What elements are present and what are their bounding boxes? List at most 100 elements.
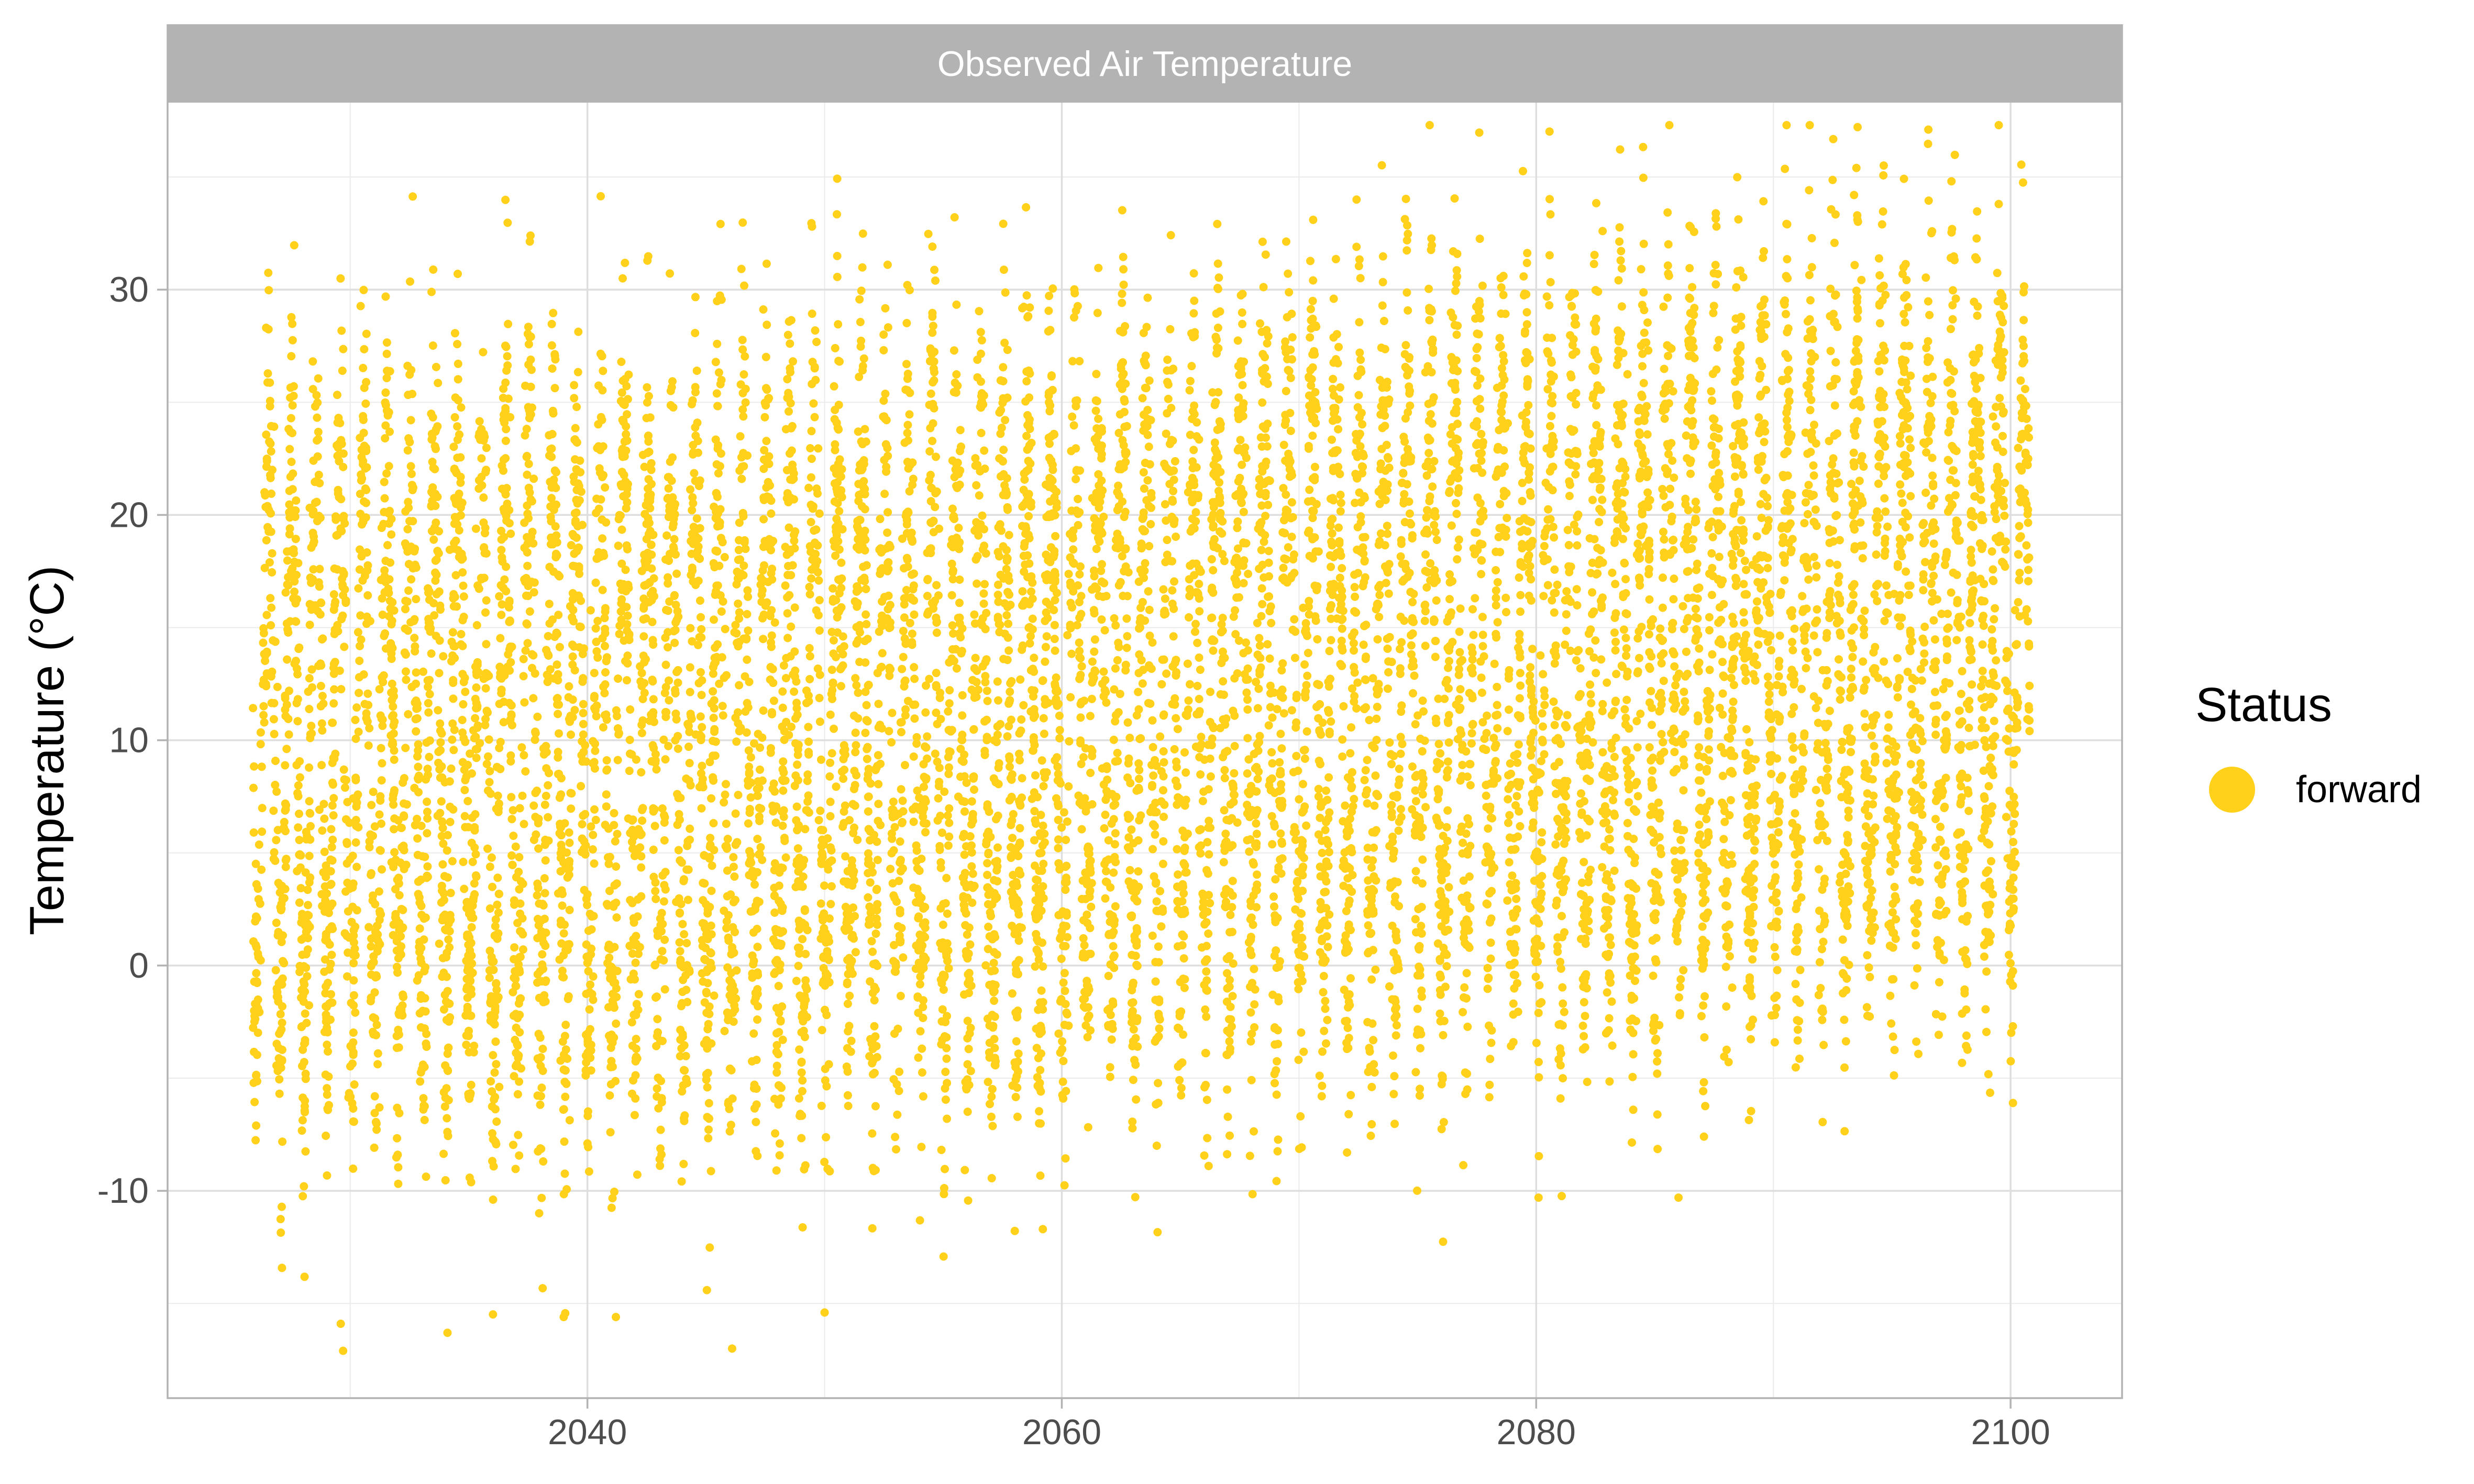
- data-point: [322, 1132, 330, 1140]
- data-point: [578, 650, 587, 658]
- data-point: [252, 977, 261, 986]
- data-point: [1421, 550, 1430, 559]
- data-point: [843, 980, 852, 989]
- data-point: [1243, 705, 1252, 714]
- data-point: [1993, 269, 2002, 278]
- data-point: [1039, 962, 1047, 971]
- data-point: [1715, 469, 1724, 478]
- data-point: [1083, 910, 1091, 919]
- data-point: [1664, 450, 1673, 459]
- data-point: [1109, 735, 1118, 744]
- data-point: [1338, 735, 1347, 744]
- data-point: [858, 229, 867, 238]
- data-point: [458, 568, 467, 577]
- data-point: [363, 591, 372, 600]
- data-point: [760, 446, 769, 455]
- data-point: [584, 926, 593, 935]
- data-point: [1255, 634, 1264, 643]
- data-point: [1844, 813, 1853, 822]
- data-point: [499, 718, 508, 727]
- data-point: [615, 629, 624, 638]
- data-point: [883, 260, 892, 269]
- data-point: [518, 791, 527, 800]
- data-point: [1018, 587, 1027, 596]
- data-point: [672, 569, 681, 578]
- data-point: [1235, 636, 1243, 645]
- data-point: [1417, 986, 1426, 995]
- data-point: [1680, 859, 1689, 868]
- data-point: [1881, 507, 1890, 516]
- data-point: [1264, 501, 1273, 510]
- data-point: [498, 553, 506, 562]
- data-point: [1628, 1138, 1636, 1147]
- data-point: [462, 1040, 471, 1049]
- data-point: [414, 740, 423, 749]
- data-point: [980, 747, 989, 756]
- data-point: [267, 422, 275, 430]
- data-point: [681, 1051, 690, 1060]
- data-point: [1874, 254, 1883, 263]
- data-point: [1007, 715, 1015, 724]
- data-point: [660, 985, 669, 994]
- data-point: [300, 1058, 308, 1067]
- data-point: [421, 963, 429, 972]
- data-point: [1169, 475, 1178, 484]
- data-point: [1351, 592, 1360, 601]
- data-point: [1228, 891, 1237, 900]
- data-point: [1681, 494, 1690, 503]
- data-point: [941, 1095, 950, 1104]
- data-point: [1319, 988, 1328, 996]
- data-point: [1813, 836, 1822, 845]
- data-point: [382, 469, 391, 478]
- data-point: [1580, 998, 1588, 1006]
- data-point: [2009, 838, 2018, 846]
- data-point: [708, 861, 716, 870]
- data-point: [537, 1193, 546, 1202]
- data-point: [909, 817, 918, 826]
- data-point: [960, 798, 969, 806]
- data-point: [2015, 534, 2024, 542]
- data-point: [1320, 888, 1329, 896]
- data-point: [1818, 666, 1827, 674]
- series-forward: [249, 121, 2034, 1355]
- data-point: [304, 901, 312, 910]
- data-point: [1394, 826, 1403, 835]
- data-point: [627, 1018, 636, 1027]
- data-point: [307, 722, 316, 730]
- data-point: [1087, 902, 1096, 911]
- data-point: [639, 594, 648, 603]
- data-point: [1338, 646, 1347, 655]
- data-point: [1538, 872, 1547, 881]
- data-point: [1734, 488, 1743, 496]
- data-point: [339, 765, 348, 774]
- data-point: [948, 645, 957, 654]
- data-point: [781, 853, 790, 862]
- data-point: [295, 898, 304, 907]
- data-point: [1276, 829, 1285, 838]
- data-point: [1796, 966, 1805, 974]
- data-point: [1895, 431, 1904, 440]
- data-point: [1361, 766, 1370, 774]
- data-point: [1163, 536, 1172, 545]
- data-point: [1253, 618, 1262, 627]
- data-point: [1248, 1190, 1257, 1199]
- data-point: [1190, 401, 1199, 410]
- data-point: [270, 729, 279, 738]
- data-point: [1991, 604, 2000, 613]
- data-point: [351, 715, 360, 724]
- data-point: [497, 611, 506, 619]
- data-point: [1252, 819, 1261, 828]
- data-point: [1744, 938, 1753, 947]
- data-point: [1489, 734, 1498, 743]
- data-point: [1123, 718, 1132, 727]
- data-point: [1540, 532, 1549, 541]
- data-point: [1339, 856, 1348, 865]
- data-point: [1398, 739, 1407, 748]
- data-point: [1091, 406, 1100, 415]
- data-point: [281, 588, 290, 597]
- data-point: [1526, 671, 1534, 680]
- data-point: [931, 276, 940, 285]
- data-point: [1256, 663, 1265, 672]
- data-point: [678, 920, 687, 928]
- data-point: [883, 528, 892, 537]
